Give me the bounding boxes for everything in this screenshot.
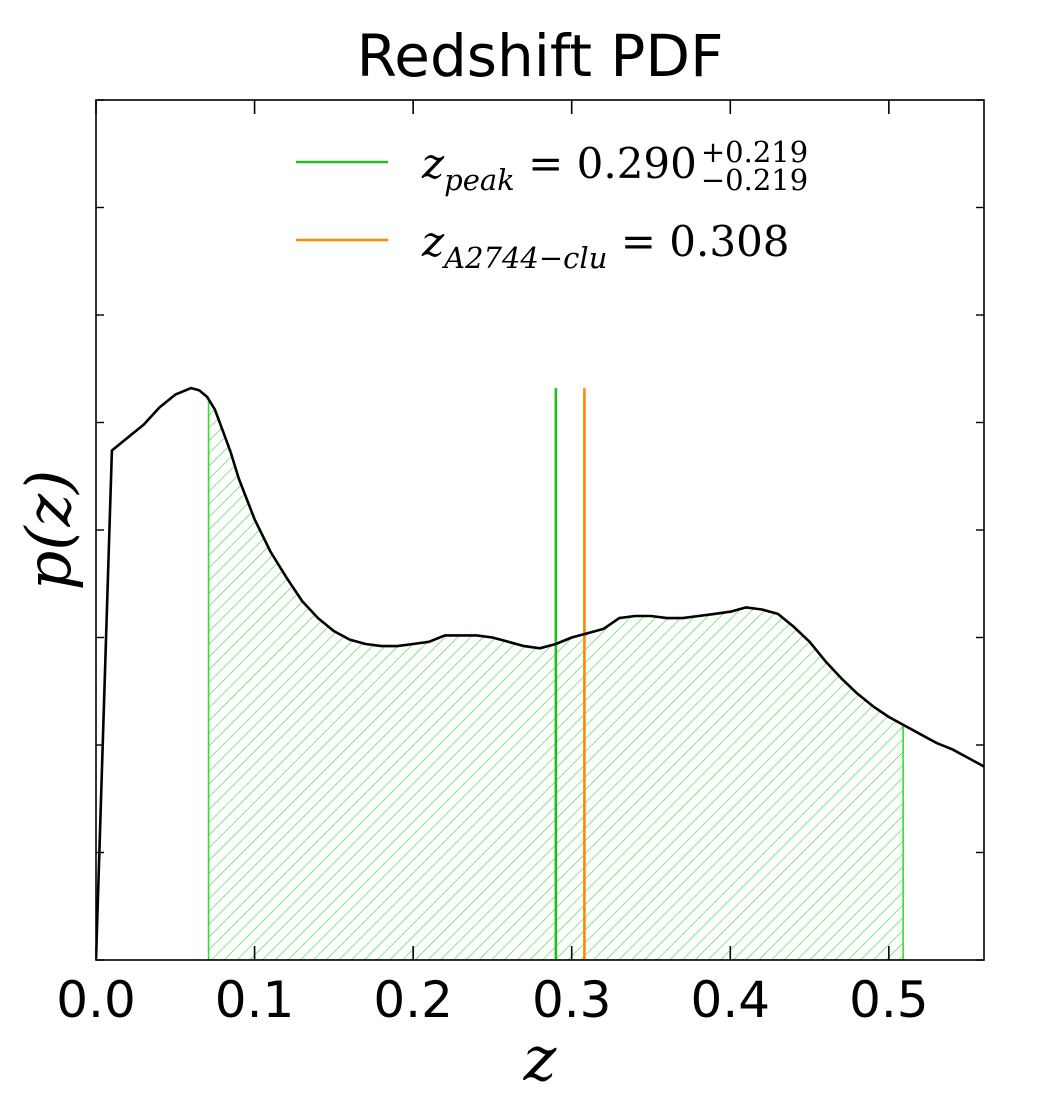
x-tick-label: 0.0 [56, 971, 136, 1029]
legend-sub-0: −0.219 [701, 163, 808, 197]
x-tick-label: 0.2 [373, 971, 453, 1029]
axis-ticks: 0.0 0.1 0.2 0.3 0.4 0.5 [56, 99, 984, 1029]
x-axis-label: z [523, 1022, 557, 1095]
legend: zpeak = 0.290 +0.219−0.219 zA2744−clu = 0.… [296, 135, 808, 275]
x-tick-label: 0.4 [691, 971, 771, 1029]
y-axis-label: p(z) [12, 470, 85, 591]
legend-sup-0: +0.219 [701, 135, 808, 169]
legend-label-0: zpeak = 0.290 [421, 139, 697, 197]
x-tick-label: 0.5 [849, 971, 929, 1029]
series-line-pdf [96, 386, 984, 960]
x-tick-label: 0.1 [215, 971, 295, 1029]
legend-label-1: zA2744−clu = 0.308 [421, 217, 790, 275]
plot-area [96, 386, 984, 960]
x-tick-label: 0.3 [532, 971, 612, 1029]
svg-text:p(z): p(z) [12, 470, 85, 591]
chart-title: Redshift PDF [357, 22, 724, 90]
